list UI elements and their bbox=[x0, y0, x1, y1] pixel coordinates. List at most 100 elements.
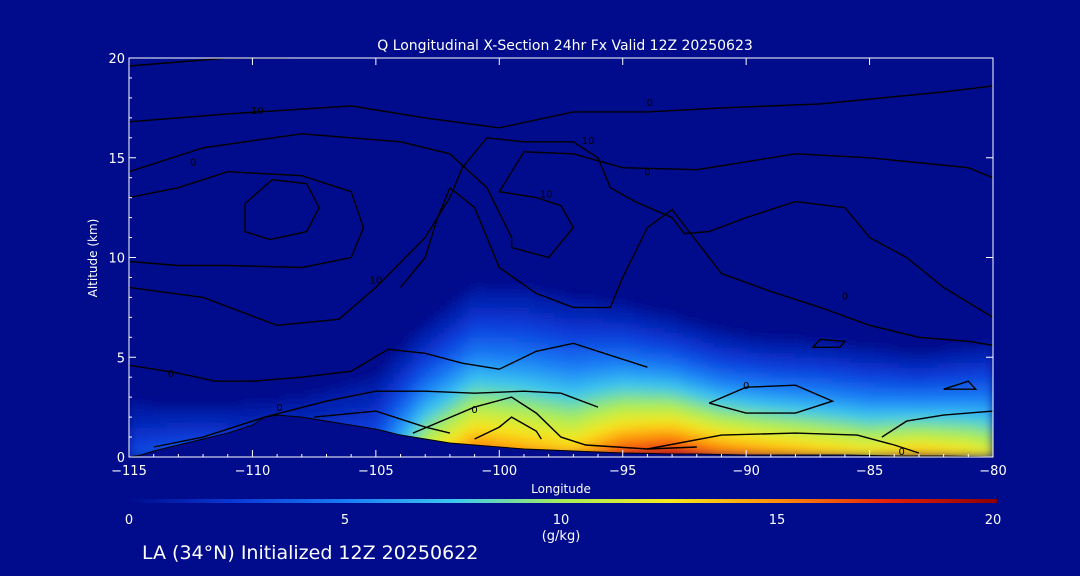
shading-cell bbox=[795, 451, 803, 457]
shading-cell bbox=[412, 431, 420, 438]
shading-cell bbox=[930, 451, 938, 457]
shading-cell bbox=[541, 361, 550, 368]
shading-cell bbox=[585, 346, 593, 353]
shading-cell bbox=[541, 396, 550, 403]
shading-cell bbox=[869, 441, 877, 448]
shading-cell bbox=[504, 441, 513, 448]
shading-cell bbox=[455, 366, 463, 373]
shading-cell bbox=[634, 426, 642, 433]
shading-cell bbox=[659, 351, 667, 358]
shading-cell bbox=[646, 381, 655, 388]
shading-cell bbox=[856, 401, 864, 408]
shading-cell bbox=[221, 411, 229, 418]
shading-cell bbox=[683, 376, 692, 383]
contour-label: 0 bbox=[898, 447, 904, 458]
shading-cell bbox=[801, 391, 809, 398]
shading-cell bbox=[511, 366, 519, 373]
shading-cell bbox=[579, 401, 587, 408]
shading-cell bbox=[751, 391, 759, 398]
shading-cell bbox=[628, 311, 636, 318]
shading-cell bbox=[134, 406, 142, 413]
shading-cell bbox=[498, 321, 506, 328]
shading-cell bbox=[659, 441, 667, 448]
shading-cell bbox=[461, 296, 469, 303]
colorbar-tick-label: 0 bbox=[125, 513, 133, 528]
shading-cell bbox=[129, 441, 136, 448]
shading-cell bbox=[869, 351, 877, 358]
shading-cell bbox=[634, 341, 642, 348]
shading-cell bbox=[893, 436, 901, 443]
shading-cell bbox=[788, 361, 797, 368]
shading-cell bbox=[523, 356, 531, 363]
shading-cell bbox=[862, 381, 871, 388]
shading-cell bbox=[554, 331, 562, 338]
shading-cell bbox=[177, 436, 186, 443]
shading-cell bbox=[622, 341, 630, 348]
shading-cell bbox=[924, 396, 932, 403]
shading-cell bbox=[819, 386, 827, 393]
shading-cell bbox=[375, 376, 383, 383]
shading-cell bbox=[936, 441, 945, 448]
shading-cell bbox=[134, 446, 142, 453]
shading-cell bbox=[702, 421, 710, 428]
shading-cell bbox=[819, 426, 827, 433]
shading-cell bbox=[535, 336, 543, 343]
shading-cell bbox=[918, 366, 926, 373]
shading-cell bbox=[572, 416, 581, 423]
shading-cell bbox=[498, 326, 506, 333]
shading-cell bbox=[572, 351, 581, 358]
shading-cell bbox=[782, 356, 790, 363]
shading-cell bbox=[295, 396, 303, 403]
shading-cell bbox=[665, 336, 673, 343]
shading-cell bbox=[671, 446, 679, 453]
shading-cell bbox=[227, 421, 235, 428]
shading-cell bbox=[967, 436, 975, 443]
shading-cell bbox=[720, 391, 729, 398]
shading-cell bbox=[776, 361, 784, 368]
shading-cell bbox=[788, 436, 797, 443]
shading-cell bbox=[665, 371, 673, 378]
shading-cell bbox=[517, 436, 525, 443]
shading-cell bbox=[659, 446, 667, 453]
shading-cell bbox=[739, 416, 747, 423]
shading-cell bbox=[862, 391, 871, 398]
shading-cell bbox=[739, 411, 747, 418]
shading-cell bbox=[924, 361, 932, 368]
shading-cell bbox=[875, 441, 883, 448]
shading-cell bbox=[986, 406, 993, 413]
shading-cell bbox=[517, 426, 525, 433]
shading-cell bbox=[418, 396, 426, 403]
shading-cell bbox=[665, 391, 673, 398]
shading-cell bbox=[838, 416, 846, 423]
shading-cell bbox=[930, 366, 938, 373]
contour-label: 0 bbox=[647, 98, 653, 109]
shading-cell bbox=[474, 371, 482, 378]
shading-cell bbox=[683, 331, 692, 338]
shading-cell bbox=[801, 371, 809, 378]
shading-cell bbox=[813, 376, 821, 383]
shading-cell bbox=[214, 421, 223, 428]
shading-cell bbox=[967, 351, 975, 358]
shading-cell bbox=[745, 446, 753, 453]
shading-cell bbox=[936, 421, 945, 428]
shading-cell bbox=[813, 406, 821, 413]
shading-cell bbox=[449, 346, 457, 353]
shading-cell bbox=[393, 391, 402, 398]
shading-cell bbox=[190, 421, 198, 428]
shading-cell bbox=[548, 356, 556, 363]
x-tick-label: −85 bbox=[856, 464, 883, 479]
shading-cell bbox=[862, 446, 871, 453]
shading-cell bbox=[825, 376, 834, 383]
shading-cell bbox=[986, 451, 993, 457]
shading-cell bbox=[129, 406, 136, 413]
shading-cell bbox=[757, 396, 766, 403]
shading-cell bbox=[850, 381, 858, 388]
shading-cell bbox=[511, 356, 519, 363]
shading-cell bbox=[980, 441, 988, 448]
shading-cell bbox=[498, 331, 506, 338]
shading-cell bbox=[912, 421, 920, 428]
shading-cell bbox=[924, 446, 932, 453]
shading-cell bbox=[381, 421, 389, 428]
shading-cell bbox=[708, 406, 716, 413]
shading-cell bbox=[906, 406, 914, 413]
